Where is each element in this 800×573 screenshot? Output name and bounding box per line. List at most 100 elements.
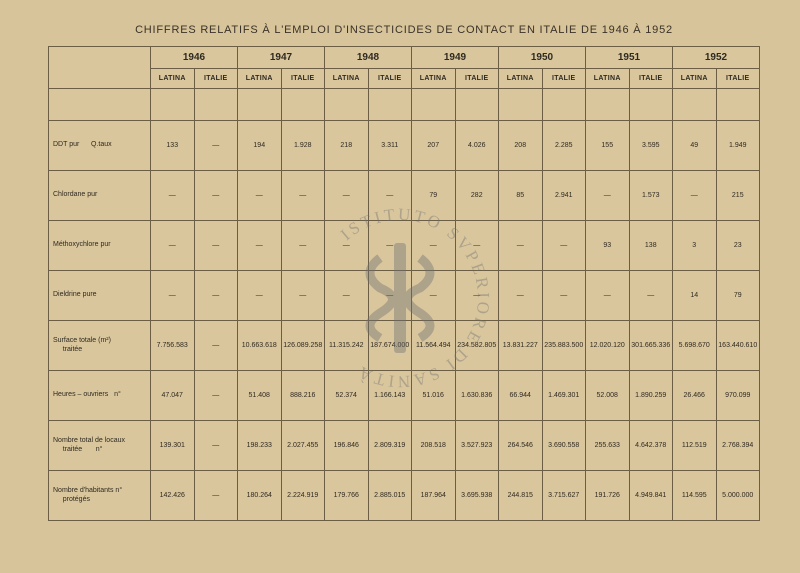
data-cell: 1.890.259 [629,371,673,421]
data-cell: 2.285 [542,121,586,171]
data-cell: 4.642.378 [629,421,673,471]
data-cell: 2.224.919 [281,471,325,521]
sub-head: ITALIE [281,69,325,89]
year-header-row: 1946 1947 1948 1949 1950 1951 1952 [49,47,760,69]
data-cell: — [673,171,717,221]
data-cell: 1.630.836 [455,371,499,421]
table-row: Dieldrine pure————————————1479 [49,271,760,321]
spacer-row [49,89,760,121]
data-cell: 208 [499,121,543,171]
data-cell: — [586,171,630,221]
data-cell: 187.674.000 [368,321,412,371]
year-head: 1950 [499,47,586,69]
data-cell: 139.301 [151,421,195,471]
data-cell: 1.573 [629,171,673,221]
year-head: 1946 [151,47,238,69]
data-cell: 180.264 [238,471,282,521]
blank-corner [49,47,151,89]
data-cell: 52.374 [325,371,369,421]
row-label: DDT pur Q.taux [49,121,151,171]
data-cell: 79 [412,171,456,221]
data-cell: 5.698.670 [673,321,717,371]
data-cell: 112.519 [673,421,717,471]
data-cell: 3.715.627 [542,471,586,521]
data-cell: — [194,421,238,471]
data-cell: 10.663.618 [238,321,282,371]
data-cell: 85 [499,171,543,221]
data-cell: 235.883.500 [542,321,586,371]
sub-head: LATINA [151,69,195,89]
data-cell: 138 [629,221,673,271]
data-cell: 163.440.610 [716,321,760,371]
data-cell: — [412,271,456,321]
data-cell: — [194,271,238,321]
data-cell: — [412,221,456,271]
sub-head: ITALIE [542,69,586,89]
data-cell: 51.016 [412,371,456,421]
sub-head: LATINA [499,69,543,89]
data-cell: 255.633 [586,421,630,471]
data-cell: — [194,171,238,221]
data-cell: 4.949.841 [629,471,673,521]
table-row: Heures – ouvriers n°47.047—51.408888.216… [49,371,760,421]
data-cell: — [368,221,412,271]
data-cell: 66.944 [499,371,543,421]
data-cell: 47.047 [151,371,195,421]
data-cell: — [238,271,282,321]
data-cell: 126.089.258 [281,321,325,371]
data-cell: 133 [151,121,195,171]
data-cell: — [281,271,325,321]
sub-head: LATINA [412,69,456,89]
data-cell: 5.000.000 [716,471,760,521]
data-cell: 207 [412,121,456,171]
data-cell: 49 [673,121,717,171]
data-cell: 2.885.015 [368,471,412,521]
data-cell: — [238,171,282,221]
data-cell: — [499,271,543,321]
data-cell: 142.426 [151,471,195,521]
data-cell: 888.216 [281,371,325,421]
data-cell: 2.027.455 [281,421,325,471]
table-row: Surface totale (m²) traitée7.756.583—10.… [49,321,760,371]
data-cell: 155 [586,121,630,171]
table-row: Méthoxychlore pur——————————93138323 [49,221,760,271]
data-cell: — [629,271,673,321]
year-head: 1951 [586,47,673,69]
data-cell: 3.527.923 [455,421,499,471]
data-cell: 2.768.394 [716,421,760,471]
sub-head: LATINA [673,69,717,89]
data-cell: 194 [238,121,282,171]
data-cell: 234.582.805 [455,321,499,371]
data-cell: 93 [586,221,630,271]
data-cell: 970.099 [716,371,760,421]
data-cell: 2.941 [542,171,586,221]
data-cell: 196.846 [325,421,369,471]
data-cell: 3.695.938 [455,471,499,521]
sub-head: ITALIE [455,69,499,89]
year-head: 1949 [412,47,499,69]
row-label: Surface totale (m²) traitée [49,321,151,371]
sub-head: ITALIE [194,69,238,89]
data-cell: — [194,321,238,371]
data-cell: 244.815 [499,471,543,521]
sub-head: LATINA [325,69,369,89]
table-row: Nombre d'habitants n° protégés142.426—18… [49,471,760,521]
data-cell: 301.665.336 [629,321,673,371]
sub-head: ITALIE [716,69,760,89]
data-cell: — [325,271,369,321]
data-cell: 13.831.227 [499,321,543,371]
sub-head: LATINA [586,69,630,89]
table-row: Nombre total de locaux traitée n°139.301… [49,421,760,471]
data-cell: — [194,121,238,171]
data-cell: 3.595 [629,121,673,171]
data-cell: 11.564.494 [412,321,456,371]
data-cell: 23 [716,221,760,271]
sub-head: ITALIE [368,69,412,89]
data-cell: — [325,171,369,221]
data-cell: — [194,221,238,271]
data-cell: 198.233 [238,421,282,471]
data-cell: 1.469.301 [542,371,586,421]
page-title: CHIFFRES RELATIFS À L'EMPLOI D'INSECTICI… [48,24,760,36]
year-head: 1947 [238,47,325,69]
sub-head: LATINA [238,69,282,89]
